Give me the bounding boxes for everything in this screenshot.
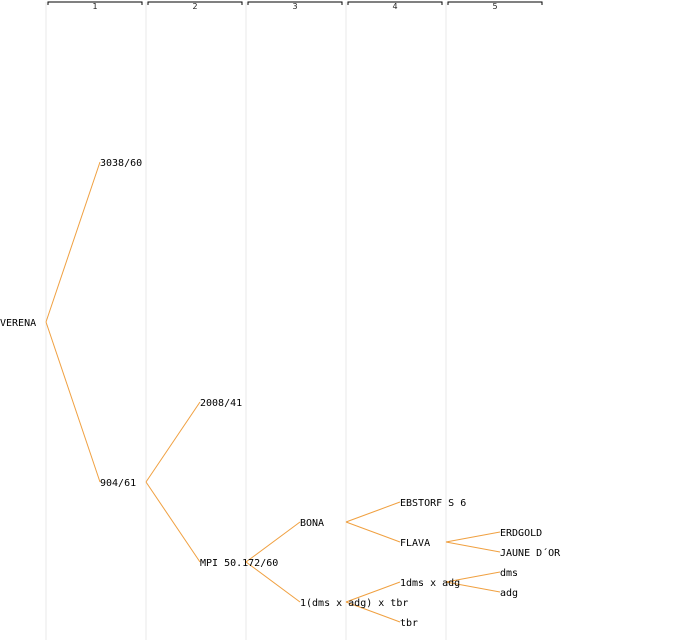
pedigree-edge (345, 521, 401, 543)
pedigree-node-label: adg (500, 588, 518, 599)
generation-number: 2 (192, 2, 197, 11)
generation-header-bracket (347, 1, 443, 5)
pedigree-node-label: EBSTORF S 6 (400, 498, 466, 509)
pedigree-edge (345, 581, 401, 603)
pedigree-node-label: 1dms x adg (400, 578, 460, 589)
pedigree-edge (45, 321, 101, 483)
pedigree-edge (345, 601, 401, 623)
pedigree-edge (445, 531, 501, 543)
pedigree-edge (145, 401, 201, 483)
generation-number: 3 (292, 2, 297, 11)
pedigree-node-label: 1(dms x adg) x tbr (300, 598, 408, 609)
pedigree-node-label: 3038/60 (100, 158, 142, 169)
generation-header-bracket (147, 1, 243, 5)
generation-header-bracket (47, 1, 143, 5)
pedigree-edge (145, 481, 201, 563)
pedigree-node-label: JAUNE D´OR (500, 547, 561, 559)
pedigree-node-label: dms (500, 568, 518, 579)
pedigree-edge (445, 571, 501, 583)
pedigree-edge (345, 501, 401, 523)
pedigree-nodes: 3038/60 2008/41 EBSTORF S 6 ERDGOLD JAUNE D´… (0, 158, 561, 629)
pedigree-node-label: BONA (300, 518, 324, 529)
pedigree-node-label: 2008/41 (200, 398, 242, 409)
generation-columns: 1 2 3 4 5 (45, 1, 543, 640)
pedigree-edge (245, 561, 301, 603)
generation-number: 5 (492, 2, 497, 11)
pedigree-edge (45, 161, 101, 323)
generation-header-bracket (447, 1, 543, 5)
pedigree-edge (245, 521, 301, 563)
pedigree-node-label: MPI 50.172/60 (200, 558, 278, 569)
pedigree-node-label: tbr (400, 618, 418, 629)
pedigree-node-label: 904/61 (100, 478, 136, 489)
pedigree-node-label: VERENA (0, 318, 36, 329)
pedigree-edge (445, 581, 501, 593)
pedigree-node-label: ERDGOLD (500, 528, 542, 539)
generation-header-bracket (247, 1, 343, 5)
pedigree-edge (445, 541, 501, 553)
generation-number: 4 (392, 2, 397, 11)
pedigree-node-label: FLAVA (400, 538, 430, 549)
generation-number: 1 (92, 2, 97, 11)
pedigree-edges (45, 161, 501, 623)
